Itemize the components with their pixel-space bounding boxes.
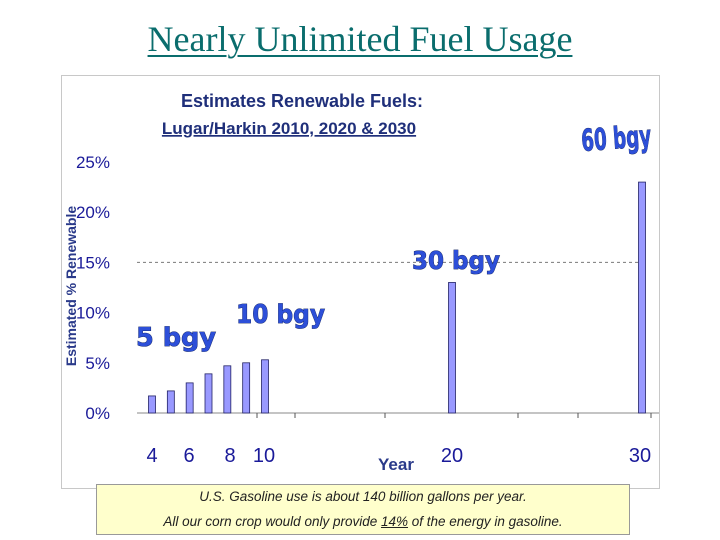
- bar-year-7: [223, 365, 232, 414]
- x-tick-label: 8: [224, 445, 235, 467]
- note-line-2-tail: of the energy in gasoline.: [408, 514, 563, 529]
- chart-title: Estimates Renewable Fuels:: [181, 91, 423, 111]
- note-line-1: U.S. Gasoline use is about 140 billion g…: [199, 489, 527, 504]
- bar-chart: Estimates Renewable Fuels: Lugar/Harkin 2…: [63, 91, 659, 474]
- annotation-tag: 60 bgy: [580, 119, 653, 159]
- y-axis-label: Estimated % Renewable: [63, 206, 79, 366]
- x-tick-label: 30: [629, 445, 651, 467]
- annotation-tag: 30 bgy: [412, 246, 500, 275]
- chart-subtitle: Lugar/Harkin 2010, 2020 & 2030: [162, 119, 416, 138]
- x-tick-label: 20: [441, 445, 463, 467]
- y-tick-label: 25%: [76, 153, 110, 172]
- note-highlight-percent: 14%: [380, 514, 409, 529]
- note-box: U.S. Gasoline use is about 140 billion g…: [96, 484, 630, 535]
- x-tick-label: 6: [183, 445, 194, 467]
- chart-frame: Estimates Renewable Fuels: Lugar/Harkin 2…: [61, 75, 660, 489]
- bar-year-6: [204, 373, 213, 414]
- y-tick-label: 15%: [76, 253, 110, 272]
- bar-year-5: [185, 382, 194, 414]
- bar-year-3: [148, 395, 156, 414]
- y-tick-label: 0%: [85, 404, 110, 423]
- bar-year-8: [242, 362, 251, 414]
- y-tick-label: 5%: [85, 354, 110, 373]
- x-tick-label: 4: [146, 445, 157, 467]
- x-axis-label: Year: [378, 455, 414, 474]
- bar-year-30: [638, 181, 646, 414]
- note-line-2: All our corn crop would only provide 14%…: [97, 515, 629, 529]
- annotation-tag: 5 bgy: [136, 323, 216, 353]
- bar-year-9: [261, 359, 269, 414]
- y-tick-label: 10%: [76, 304, 110, 323]
- annotation-tag: 10 bgy: [236, 300, 325, 330]
- x-tick-label: 10: [253, 445, 275, 467]
- note-line-2-text: All our corn crop would only provide: [163, 514, 381, 529]
- slide-title: Nearly Unlimited Fuel Usage: [147, 19, 573, 59]
- y-tick-label: 20%: [76, 203, 110, 222]
- bar-year-20: [448, 282, 456, 414]
- bar-year-4: [166, 390, 175, 414]
